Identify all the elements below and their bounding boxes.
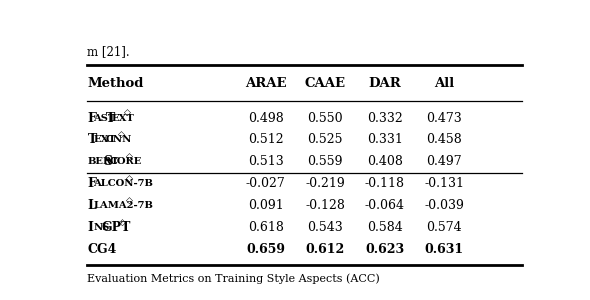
Text: ◇: ◇ [123, 108, 130, 117]
Text: 0.458: 0.458 [426, 134, 462, 146]
Text: 0.497: 0.497 [427, 155, 462, 168]
Text: NS: NS [93, 223, 110, 232]
Text: EXT: EXT [93, 135, 116, 144]
Text: I: I [87, 221, 93, 234]
Text: 0.091: 0.091 [248, 199, 284, 212]
Text: LAMA2-7B: LAMA2-7B [93, 201, 153, 210]
Text: -0.219: -0.219 [306, 177, 345, 190]
Text: Evaluation Metrics on Training Style Aspects (ACC): Evaluation Metrics on Training Style Asp… [87, 274, 380, 284]
Text: 0.332: 0.332 [367, 112, 402, 124]
Text: ◇: ◇ [117, 130, 124, 139]
Text: -0.118: -0.118 [365, 177, 405, 190]
Text: 0.331: 0.331 [367, 134, 402, 146]
Text: 0.408: 0.408 [367, 155, 402, 168]
Text: CNN: CNN [106, 135, 132, 144]
Text: Method: Method [87, 77, 144, 90]
Text: T: T [106, 112, 114, 124]
Text: S: S [104, 155, 113, 168]
Text: F: F [87, 112, 96, 124]
Text: All: All [434, 77, 454, 90]
Text: 0.525: 0.525 [307, 134, 343, 146]
Text: ◇: ◇ [119, 218, 126, 226]
Text: 0.512: 0.512 [248, 134, 284, 146]
Text: 0.473: 0.473 [426, 112, 462, 124]
Text: EXT: EXT [112, 113, 135, 122]
Text: -0.131: -0.131 [424, 177, 464, 190]
Text: ALCON-7B: ALCON-7B [93, 179, 153, 188]
Text: -0.027: -0.027 [246, 177, 286, 190]
Text: 0.498: 0.498 [248, 112, 284, 124]
Text: L: L [87, 199, 96, 212]
Text: 0.574: 0.574 [427, 221, 462, 234]
Text: ARAE: ARAE [245, 77, 287, 90]
Text: 0.559: 0.559 [307, 155, 343, 168]
Text: -0.064: -0.064 [365, 199, 405, 212]
Text: ◇: ◇ [126, 196, 133, 205]
Text: CG4: CG4 [87, 243, 117, 256]
Text: -0.128: -0.128 [305, 199, 345, 212]
Text: 0.623: 0.623 [365, 243, 404, 256]
Text: m [21].: m [21]. [87, 45, 130, 58]
Text: -0.039: -0.039 [424, 199, 464, 212]
Text: CORE: CORE [110, 158, 142, 166]
Text: 0.618: 0.618 [248, 221, 284, 234]
Text: ◇: ◇ [126, 152, 133, 160]
Text: AST: AST [93, 113, 116, 122]
Text: T: T [87, 134, 97, 146]
Text: CAAE: CAAE [305, 77, 346, 90]
Text: 0.543: 0.543 [307, 221, 343, 234]
Text: ◇: ◇ [126, 174, 133, 183]
Text: BERT: BERT [87, 158, 119, 166]
Text: 0.584: 0.584 [367, 221, 402, 234]
Text: 0.631: 0.631 [425, 243, 464, 256]
Text: 0.513: 0.513 [248, 155, 284, 168]
Text: 0.550: 0.550 [307, 112, 343, 124]
Text: 0.659: 0.659 [246, 243, 286, 256]
Text: F: F [87, 177, 96, 190]
Text: GPT: GPT [101, 221, 131, 234]
Text: DAR: DAR [368, 77, 401, 90]
Text: 0.612: 0.612 [306, 243, 345, 256]
